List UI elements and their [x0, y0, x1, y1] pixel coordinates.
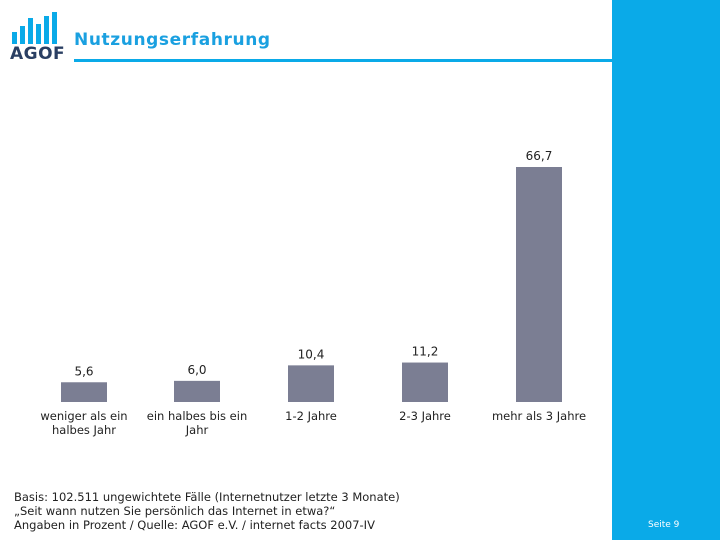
category-label-0-0: weniger als ein [40, 409, 127, 423]
category-label-1-1: Jahr [185, 423, 209, 437]
logo-text: AGOF [10, 44, 66, 64]
bar-1 [174, 380, 220, 402]
footnote: Basis: 102.511 ungewichtete Fälle (Inter… [14, 490, 400, 532]
page-number: Seite 9 [648, 520, 680, 530]
category-label-0-1: halbes Jahr [52, 423, 116, 437]
category-label-2-0: 1-2 Jahre [285, 409, 337, 423]
side-accent-bar [612, 0, 720, 540]
category-label-1-0: ein halbes bis ein [147, 409, 247, 423]
value-label-2: 10,4 [298, 347, 325, 361]
value-label-4: 66,7 [526, 149, 553, 163]
page-title: Nutzungserfahrung [74, 30, 271, 50]
bar-0 [61, 382, 107, 402]
value-label-3: 11,2 [412, 345, 439, 359]
agof-logo-icon [12, 12, 57, 44]
bar-2 [288, 365, 334, 402]
footnote-question: „Seit wann nutzen Sie persönlich das Int… [14, 504, 336, 518]
bar-3 [402, 362, 448, 402]
footnote-basis: Basis: 102.511 ungewichtete Fälle (Inter… [14, 490, 400, 504]
title-divider [74, 59, 612, 62]
value-label-1: 6,0 [187, 363, 206, 377]
value-label-0: 5,6 [74, 364, 93, 378]
footnote-source: Angaben in Prozent / Quelle: AGOF e.V. /… [14, 518, 375, 532]
category-label-4-0: mehr als 3 Jahre [492, 409, 586, 423]
category-label-3-0: 2-3 Jahre [399, 409, 451, 423]
bar-4 [516, 167, 562, 402]
